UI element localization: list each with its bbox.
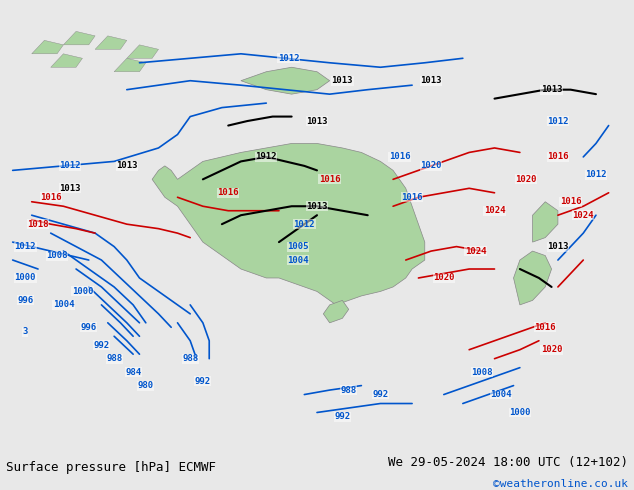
Text: 1024: 1024 [484,206,505,215]
Text: 996: 996 [17,296,34,305]
Text: 1000: 1000 [15,273,36,282]
Text: 1004: 1004 [287,256,309,265]
Text: 1016: 1016 [401,193,423,202]
Polygon shape [152,144,425,305]
Text: 992: 992 [93,341,110,350]
Text: 1016: 1016 [560,197,581,206]
Polygon shape [323,300,349,323]
Text: 1013: 1013 [116,161,138,171]
Text: 992: 992 [372,390,389,399]
Text: 1000: 1000 [72,287,93,296]
Text: 1013: 1013 [541,85,562,94]
Text: 1013: 1013 [306,117,328,125]
Text: 992: 992 [195,377,211,386]
Text: 1912: 1912 [256,152,277,161]
Text: 1008: 1008 [46,251,68,260]
Text: 988: 988 [340,386,357,394]
Text: We 29-05-2024 18:00 UTC (12+102): We 29-05-2024 18:00 UTC (12+102) [387,456,628,469]
Polygon shape [32,40,63,54]
Text: 1013: 1013 [332,76,353,85]
Polygon shape [127,45,158,58]
Text: 1020: 1020 [420,161,442,171]
Polygon shape [95,36,127,49]
Text: 1016: 1016 [389,152,410,161]
Text: 1008: 1008 [471,368,493,377]
Text: 1013: 1013 [420,76,442,85]
Text: 988: 988 [182,354,198,363]
Text: 3: 3 [23,327,28,336]
Text: 984: 984 [125,368,141,377]
Polygon shape [114,58,146,72]
Text: 996: 996 [81,323,97,332]
Text: 1024: 1024 [573,211,594,220]
Text: 1012: 1012 [278,54,299,63]
Text: 980: 980 [138,381,154,390]
Text: 1020: 1020 [433,273,455,282]
Text: 1004: 1004 [53,300,74,309]
Text: 1016: 1016 [319,175,340,184]
Polygon shape [514,251,552,305]
Text: 1013: 1013 [306,202,328,211]
Text: 988: 988 [106,354,122,363]
Text: 992: 992 [334,413,351,421]
Text: 1012: 1012 [59,161,81,171]
Text: 1013: 1013 [59,184,81,193]
Text: 1016: 1016 [217,188,239,197]
Text: 1012: 1012 [294,220,315,229]
Text: 1024: 1024 [465,246,486,256]
Polygon shape [533,202,558,242]
Text: Surface pressure [hPa] ECMWF: Surface pressure [hPa] ECMWF [6,461,216,474]
Polygon shape [51,54,82,67]
Text: 1016: 1016 [547,152,569,161]
Text: 1020: 1020 [515,175,537,184]
Text: 1012: 1012 [547,117,569,125]
Text: 1004: 1004 [490,390,512,399]
Text: ©weatheronline.co.uk: ©weatheronline.co.uk [493,479,628,489]
Text: 1012: 1012 [15,242,36,251]
Text: 1016: 1016 [40,193,61,202]
Text: 1012: 1012 [585,171,607,179]
Text: 1020: 1020 [541,345,562,354]
Text: 1016: 1016 [534,323,556,332]
Text: 1013: 1013 [547,242,569,251]
Text: 1000: 1000 [509,408,531,417]
Polygon shape [241,67,330,94]
Polygon shape [63,31,95,45]
Text: 1005: 1005 [287,242,309,251]
Text: 1018: 1018 [27,220,49,229]
